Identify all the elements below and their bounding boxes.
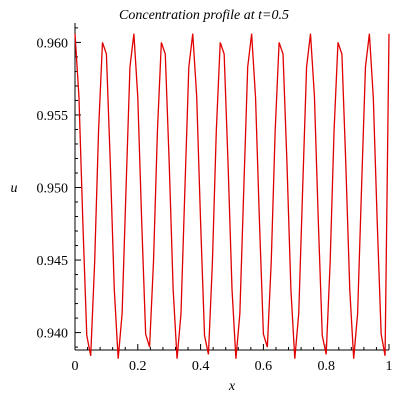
x-tick-label: 0 [72, 359, 79, 374]
y-axis: 0.940 0.945 0.950 0.955 0.960 [37, 23, 81, 350]
chart-title: Concentration profile at t=0.5 [119, 8, 289, 23]
x-tick-label: 0.6 [255, 359, 273, 374]
x-axis-label: x [228, 379, 236, 394]
x-tick-label: 0.2 [129, 359, 147, 374]
x-tick-label: 0.4 [192, 359, 210, 374]
plot-series [74, 33, 390, 359]
y-tick-label: 0.955 [37, 109, 69, 124]
y-tick-label: 0.940 [37, 327, 69, 342]
x-tick-label: 1 [386, 359, 393, 374]
x-tick-label: 0.8 [317, 359, 335, 374]
y-axis-label: u [11, 181, 18, 196]
y-tick-label: 0.945 [37, 254, 69, 269]
series-line [74, 33, 390, 359]
y-tick-label: 0.960 [37, 36, 69, 51]
x-axis: 0 0.2 0.4 0.6 0.8 1 [72, 344, 393, 374]
y-tick-label: 0.950 [37, 182, 69, 197]
